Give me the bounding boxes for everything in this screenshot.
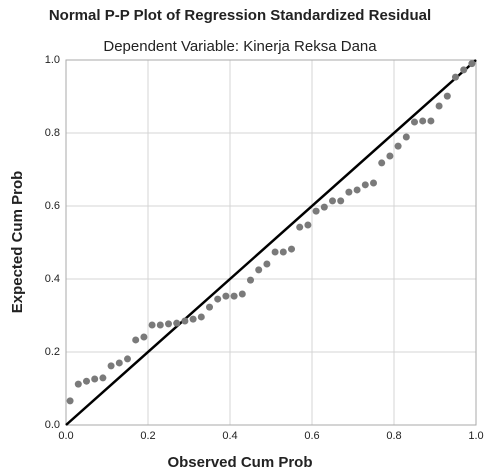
data-point — [108, 362, 115, 369]
data-point — [190, 316, 197, 323]
data-point — [214, 296, 221, 303]
x-tick-label: 0.8 — [386, 430, 401, 442]
data-point — [181, 317, 188, 324]
y-tick-label: 0.2 — [45, 346, 60, 358]
data-point — [272, 248, 279, 255]
data-point — [313, 208, 320, 215]
y-tick-label: 0.0 — [45, 419, 60, 431]
data-point — [452, 74, 459, 81]
data-point — [329, 197, 336, 204]
y-tick-label: 1.0 — [45, 54, 60, 66]
chart-title: Normal P-P Plot of Regression Standardiz… — [49, 7, 431, 24]
data-point — [247, 277, 254, 284]
y-axis-label: Expected Cum Prob — [9, 171, 26, 314]
y-tick-label: 0.4 — [45, 273, 60, 285]
data-point — [354, 186, 361, 193]
x-tick-label: 0.4 — [222, 430, 237, 442]
data-point — [386, 152, 393, 159]
data-point — [231, 293, 238, 300]
data-point — [288, 246, 295, 253]
data-point — [239, 290, 246, 297]
data-point — [468, 60, 475, 67]
data-point — [378, 159, 385, 166]
data-point — [403, 134, 410, 141]
data-point — [460, 66, 467, 73]
data-point — [67, 397, 74, 404]
data-point — [255, 266, 262, 273]
x-axis-label: Observed Cum Prob — [167, 454, 312, 471]
data-point — [263, 261, 270, 268]
chart: Normal P-P Plot of Regression Standardiz… — [0, 0, 484, 474]
data-point — [149, 321, 156, 328]
data-point — [75, 381, 82, 388]
data-point — [198, 313, 205, 320]
data-point — [280, 248, 287, 255]
x-tick-label: 0.0 — [58, 430, 73, 442]
x-tick-label: 0.6 — [304, 430, 319, 442]
data-point — [222, 293, 229, 300]
data-point — [116, 359, 123, 366]
data-point — [427, 117, 434, 124]
data-point — [91, 376, 98, 383]
data-point — [173, 320, 180, 327]
data-point — [370, 180, 377, 187]
chart-subtitle: Dependent Variable: Kinerja Reksa Dana — [103, 38, 377, 55]
data-point — [157, 321, 164, 328]
data-point — [206, 304, 213, 311]
data-point — [436, 102, 443, 109]
data-point — [345, 189, 352, 196]
data-point — [124, 355, 131, 362]
y-tick-label: 0.6 — [45, 200, 60, 212]
data-point — [83, 378, 90, 385]
data-point — [362, 181, 369, 188]
x-tick-label: 1.0 — [468, 430, 483, 442]
data-point — [444, 93, 451, 100]
x-tick-label: 0.2 — [140, 430, 155, 442]
data-point — [411, 119, 418, 126]
data-point — [99, 374, 106, 381]
data-point — [296, 224, 303, 231]
data-point — [337, 197, 344, 204]
data-point — [132, 336, 139, 343]
data-point — [321, 204, 328, 211]
data-point — [165, 320, 172, 327]
data-point — [304, 221, 311, 228]
data-point — [140, 334, 147, 341]
y-tick-label: 0.8 — [45, 127, 60, 139]
data-point — [395, 143, 402, 150]
data-point — [419, 117, 426, 124]
